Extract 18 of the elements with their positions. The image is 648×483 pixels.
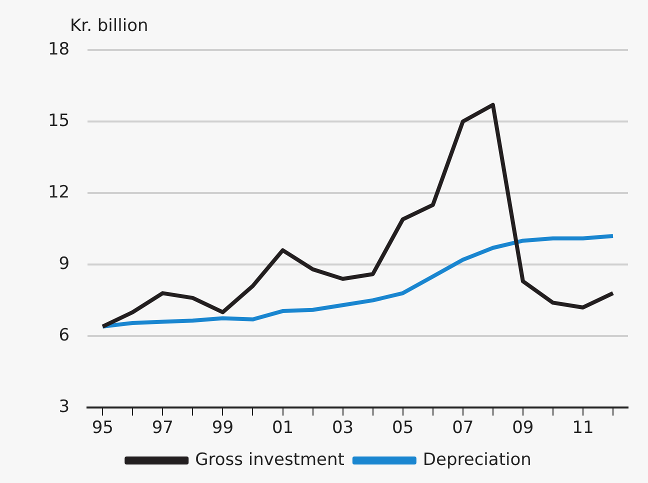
y-tick-label: 12 (48, 182, 70, 202)
y-axis-title: Kr. billion (70, 16, 148, 36)
x-tick-label: 99 (212, 418, 234, 438)
y-tick-label: 18 (48, 39, 70, 60)
y-tick-label: 15 (48, 110, 70, 131)
x-tick-label: 07 (452, 418, 474, 438)
legend-label: Depreciation (422, 450, 532, 470)
x-tick-label: 11 (572, 418, 594, 438)
x-tick-label: 97 (152, 418, 174, 438)
y-tick-label: 9 (58, 254, 70, 274)
x-tick-label: 05 (392, 418, 414, 438)
y-tick-label: 3 (58, 397, 70, 418)
x-tick-label: 95 (92, 418, 114, 438)
x-tick-label: 03 (332, 418, 354, 438)
x-tick-label: 01 (272, 418, 294, 438)
y-tick-label: 6 (58, 326, 70, 346)
x-tick-label: 09 (512, 418, 534, 438)
legend-label: Gross investment (195, 450, 345, 470)
